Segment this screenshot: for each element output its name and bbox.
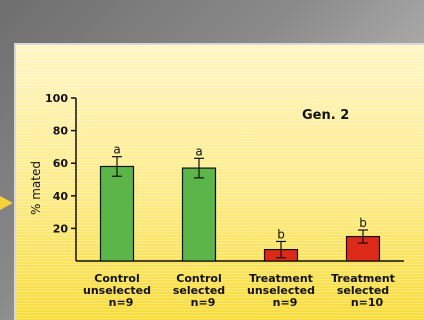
bar: [99, 165, 135, 262]
category-label: Treatment: [249, 272, 313, 285]
category-label: Control: [94, 272, 139, 285]
category-label: unselected: [247, 284, 315, 297]
category-label: n=10: [351, 296, 384, 309]
significance-letter: b: [359, 216, 367, 230]
bar: [181, 167, 217, 262]
category-label: Treatment: [331, 272, 395, 285]
category-label: selected: [337, 284, 389, 297]
y-axis-label: % mated: [29, 161, 43, 215]
category-label: Control: [176, 272, 221, 285]
significance-letter: b: [277, 227, 285, 241]
significance-letter: a: [195, 144, 202, 158]
y-tick-label: 100: [45, 92, 68, 105]
category-label: n=9: [191, 296, 216, 309]
panel-texture: [16, 45, 424, 320]
y-tick-label: 60: [53, 157, 69, 170]
category-label: unselected: [83, 284, 151, 297]
category-label: n=9: [109, 296, 134, 309]
bars: a a b b: [99, 143, 381, 262]
category-label: n=9: [273, 296, 298, 309]
category-labels: Controlunselectedn=9Controlselectedn=9Tr…: [83, 272, 395, 309]
y-ticks: 20 40 60 80 100: [45, 92, 76, 235]
y-tick-label: 20: [53, 222, 69, 235]
pointer-arrow-icon: [0, 196, 13, 210]
category-label: selected: [173, 284, 225, 297]
significance-letter: a: [113, 143, 120, 157]
y-tick-label: 40: [53, 190, 69, 203]
chart-title: Gen. 2: [302, 108, 349, 123]
chart-panel: [14, 43, 424, 320]
y-tick-label: 80: [53, 125, 69, 138]
